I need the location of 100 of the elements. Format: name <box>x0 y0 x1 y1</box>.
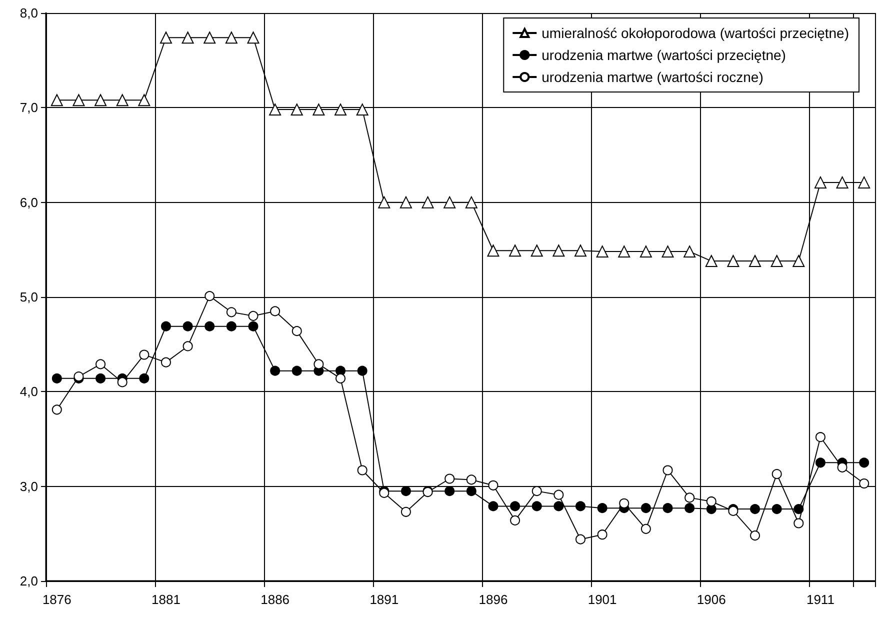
legend-label: urodzenia martwe (wartości roczne) <box>542 69 764 85</box>
point <box>334 104 347 116</box>
point <box>356 104 368 116</box>
point <box>204 291 215 302</box>
point <box>684 492 695 503</box>
point <box>96 359 106 370</box>
point <box>466 486 476 496</box>
point <box>226 321 236 332</box>
point <box>859 458 870 468</box>
point <box>444 196 456 208</box>
point <box>684 246 696 258</box>
point <box>750 504 760 514</box>
point <box>94 94 107 106</box>
y-tick-label: 7,0 <box>20 100 38 116</box>
point <box>292 326 302 336</box>
point <box>160 357 171 368</box>
point <box>465 196 478 208</box>
point <box>640 524 651 534</box>
point <box>225 32 238 44</box>
x-tick-label: 1906 <box>696 592 726 607</box>
point <box>160 32 172 44</box>
point <box>312 104 325 116</box>
x-tick-label: 1901 <box>588 592 617 607</box>
point <box>792 255 805 268</box>
point <box>575 534 586 544</box>
point <box>52 404 62 415</box>
point <box>575 501 586 512</box>
point <box>247 32 260 44</box>
x-tick-label: 1911 <box>806 592 834 607</box>
point <box>619 498 630 508</box>
point <box>552 244 565 257</box>
point <box>530 244 543 257</box>
point <box>509 244 522 257</box>
point <box>815 458 826 468</box>
legend-label: urodzenia martwe (wartości przeciętne) <box>542 47 786 63</box>
point <box>815 432 826 442</box>
point <box>139 350 150 360</box>
point <box>574 244 586 257</box>
x-tick-label: 1876 <box>42 592 72 607</box>
x-tick-label: 1891 <box>370 592 399 607</box>
y-tick-label: 8,0 <box>20 6 38 20</box>
point <box>858 176 870 188</box>
point <box>248 310 258 321</box>
point <box>749 255 762 268</box>
point <box>400 196 412 208</box>
point <box>532 501 542 512</box>
point <box>488 501 498 512</box>
y-tick-label: 5,0 <box>20 290 38 304</box>
point <box>772 469 782 480</box>
point <box>160 321 171 332</box>
point <box>532 486 542 496</box>
point <box>182 321 193 332</box>
point <box>444 474 455 484</box>
x-tick-label: 1881 <box>152 592 180 607</box>
point <box>270 366 280 376</box>
point <box>52 373 62 384</box>
point <box>466 474 476 485</box>
point <box>597 530 608 540</box>
point <box>117 377 128 388</box>
point <box>837 462 848 472</box>
point <box>182 32 194 44</box>
point <box>270 306 280 316</box>
point <box>139 373 150 384</box>
point <box>400 506 411 517</box>
point <box>510 501 520 512</box>
point <box>640 246 652 258</box>
point <box>705 255 718 268</box>
y-tick-label: 2,0 <box>20 574 38 588</box>
point <box>116 94 128 106</box>
y-tick-label: 3,0 <box>20 478 38 494</box>
point <box>662 465 673 476</box>
point <box>510 515 520 526</box>
point <box>859 478 870 488</box>
point <box>204 32 216 44</box>
point <box>400 486 411 496</box>
point <box>684 503 695 514</box>
point <box>640 503 651 514</box>
point <box>554 490 564 500</box>
point <box>750 530 760 541</box>
point <box>72 94 85 106</box>
point <box>138 94 150 106</box>
x-tick-label: 1896 <box>478 592 508 607</box>
point <box>292 366 302 376</box>
point <box>662 503 673 514</box>
point <box>554 501 564 512</box>
point <box>357 465 368 476</box>
y-tick-label: 6,0 <box>20 194 38 210</box>
point <box>336 373 346 384</box>
point <box>204 321 215 332</box>
point <box>488 480 498 490</box>
point <box>706 496 716 506</box>
point <box>248 321 258 332</box>
point <box>96 373 106 384</box>
point <box>290 104 303 116</box>
point <box>836 176 848 188</box>
point <box>314 359 324 370</box>
legend-label: umieralność okołoporodowa (wartości przeciętne) <box>542 25 850 41</box>
point <box>597 503 608 514</box>
point <box>226 307 236 318</box>
point <box>50 94 63 106</box>
